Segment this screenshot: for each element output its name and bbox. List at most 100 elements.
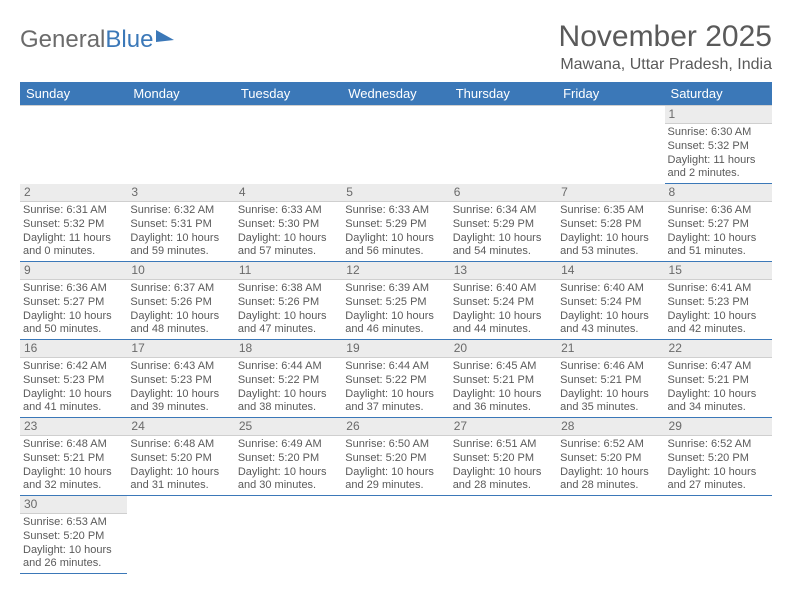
sunset-text: Sunset: 5:24 PM (453, 296, 554, 310)
calendar-cell: 30Sunrise: 6:53 AMSunset: 5:20 PMDayligh… (20, 496, 127, 574)
day-number: 27 (450, 418, 557, 436)
calendar-cell: 14Sunrise: 6:40 AMSunset: 5:24 PMDayligh… (557, 262, 664, 340)
calendar-row: 2Sunrise: 6:31 AMSunset: 5:32 PMDaylight… (20, 184, 772, 262)
calendar-cell: 2Sunrise: 6:31 AMSunset: 5:32 PMDaylight… (20, 184, 127, 262)
calendar-cell: 18 Sunrise: 6:44 AMSunset: 5:22 PMDayligh… (235, 340, 342, 418)
page-title: November 2025 (559, 20, 772, 54)
day-number: 18 (235, 340, 342, 358)
sunrise-text: Sunrise: 6:39 AM (345, 282, 446, 296)
logo: GeneralBlue (20, 26, 174, 54)
sunset-text: Sunset: 5:32 PM (23, 218, 124, 232)
calendar-row: 16Sunrise: 6:42 AMSunset: 5:23 PMDayligh… (20, 340, 772, 418)
calendar-cell: 15Sunrise: 6:41 AMSunset: 5:23 PMDayligh… (665, 262, 772, 340)
day-number: 1 (665, 106, 772, 124)
daylight-text-1: Daylight: 10 hours (453, 232, 554, 246)
daylight-text-2: and 28 minutes. (453, 479, 554, 493)
day-number: 26 (342, 418, 449, 436)
calendar-cell: 13Sunrise: 6:40 AMSunset: 5:24 PMDayligh… (450, 262, 557, 340)
daylight-text-1: Daylight: 10 hours (668, 310, 769, 324)
daylight-text-2: and 53 minutes. (560, 245, 661, 259)
daylight-text-2: and 51 minutes. (668, 245, 769, 259)
sunset-text: Sunset: 5:31 PM (130, 218, 231, 232)
sunrise-text: Sunrise: 6:36 AM (23, 282, 124, 296)
day-number: 20 (450, 340, 557, 358)
sunrise-text: Sunrise: 6:52 AM (560, 438, 661, 452)
col-monday: Monday (127, 82, 234, 106)
col-wednesday: Wednesday (342, 82, 449, 106)
daylight-text-1: Daylight: 10 hours (453, 310, 554, 324)
day-number: 24 (127, 418, 234, 436)
calendar-cell: 28Sunrise: 6:52 AMSunset: 5:20 PMDayligh… (557, 418, 664, 496)
day-info: Sunrise: 6:32 AMSunset: 5:31 PMDaylight:… (130, 204, 231, 259)
sunset-text: Sunset: 5:21 PM (23, 452, 124, 466)
daylight-text-2: and 57 minutes. (238, 245, 339, 259)
daylight-text-2: and 41 minutes. (23, 401, 124, 415)
calendar-cell: 19 Sunrise: 6:44 AMSunset: 5:22 PMDayligh… (342, 340, 449, 418)
day-info: Sunrise: 6:36 AMSunset: 5:27 PMDaylight:… (23, 282, 124, 337)
sunset-text: Sunset: 5:27 PM (668, 218, 769, 232)
daylight-text-1: Daylight: 10 hours (130, 466, 231, 480)
day-info: Sunrise: 6:45 AMSunset: 5:21 PMDaylight:… (453, 360, 554, 415)
sunset-text: Sunset: 5:27 PM (23, 296, 124, 310)
daylight-text-2: and 39 minutes. (130, 401, 231, 415)
calendar-cell: 1 Sunrise: 6:30 AMSunset: 5:32 PMDaylight… (665, 106, 772, 184)
calendar-cell: . (450, 106, 557, 184)
sunrise-text: Sunrise: 6:44 AM (345, 360, 446, 374)
day-number: 12 (342, 262, 449, 280)
calendar-cell: 11Sunrise: 6:38 AMSunset: 5:26 PMDayligh… (235, 262, 342, 340)
day-info: Sunrise: 6:43 AMSunset: 5:23 PMDaylight:… (130, 360, 231, 415)
sunset-text: Sunset: 5:28 PM (560, 218, 661, 232)
daylight-text-2: and 31 minutes. (130, 479, 231, 493)
sunrise-text: Sunrise: 6:33 AM (345, 204, 446, 218)
day-info: Sunrise: 6:36 AMSunset: 5:27 PMDaylight:… (668, 204, 769, 259)
day-info: Sunrise: 6:34 AMSunset: 5:29 PMDaylight:… (453, 204, 554, 259)
day-number: 6 (450, 184, 557, 202)
title-block: November 2025 Mawana, Uttar Pradesh, Ind… (559, 20, 772, 74)
day-number: 15 (665, 262, 772, 280)
day-info: Sunrise: 6:30 AMSunset: 5:32 PMDaylight:… (668, 126, 769, 181)
sunrise-text: Sunrise: 6:30 AM (668, 126, 769, 140)
sunrise-text: Sunrise: 6:50 AM (345, 438, 446, 452)
sunset-text: Sunset: 5:32 PM (668, 140, 769, 154)
daylight-text-2: and 47 minutes. (238, 323, 339, 337)
calendar-cell: . (450, 496, 557, 574)
day-info: Sunrise: 6:44 AMSunset: 5:22 PMDaylight:… (345, 360, 446, 415)
daylight-text-2: and 37 minutes. (345, 401, 446, 415)
day-number: 22 (665, 340, 772, 358)
calendar-cell: . (665, 496, 772, 574)
calendar-cell: 8 Sunrise: 6:36 AMSunset: 5:27 PMDaylight… (665, 184, 772, 262)
sunrise-text: Sunrise: 6:42 AM (23, 360, 124, 374)
daylight-text-1: Daylight: 10 hours (345, 232, 446, 246)
daylight-text-1: Daylight: 10 hours (560, 310, 661, 324)
day-info: Sunrise: 6:47 AMSunset: 5:21 PMDaylight:… (668, 360, 769, 415)
sunrise-text: Sunrise: 6:49 AM (238, 438, 339, 452)
day-info: Sunrise: 6:37 AMSunset: 5:26 PMDaylight:… (130, 282, 231, 337)
day-info: Sunrise: 6:49 AMSunset: 5:20 PMDaylight:… (238, 438, 339, 493)
day-number: 7 (557, 184, 664, 202)
calendar-cell: 4Sunrise: 6:33 AMSunset: 5:30 PMDaylight… (235, 184, 342, 262)
sunrise-text: Sunrise: 6:31 AM (23, 204, 124, 218)
daylight-text-1: Daylight: 10 hours (130, 310, 231, 324)
day-number: 8 (665, 184, 772, 202)
day-info: Sunrise: 6:46 AMSunset: 5:21 PMDaylight:… (560, 360, 661, 415)
daylight-text-1: Daylight: 10 hours (130, 232, 231, 246)
sunset-text: Sunset: 5:22 PM (345, 374, 446, 388)
sunrise-text: Sunrise: 6:33 AM (238, 204, 339, 218)
day-info: Sunrise: 6:48 AMSunset: 5:20 PMDaylight:… (130, 438, 231, 493)
day-number: 16 (20, 340, 127, 358)
calendar-body: ......1Sunrise: 6:30 AMSunset: 5:32 PMDa… (20, 106, 772, 574)
day-info: Sunrise: 6:31 AMSunset: 5:32 PMDaylight:… (23, 204, 124, 259)
day-number: 21 (557, 340, 664, 358)
day-info: Sunrise: 6:35 AMSunset: 5:28 PMDaylight:… (560, 204, 661, 259)
day-number: 19 (342, 340, 449, 358)
day-info: Sunrise: 6:52 AMSunset: 5:20 PMDaylight:… (668, 438, 769, 493)
day-info: Sunrise: 6:44 AMSunset: 5:22 PMDaylight:… (238, 360, 339, 415)
daylight-text-1: Daylight: 10 hours (668, 466, 769, 480)
day-info: Sunrise: 6:51 AMSunset: 5:20 PMDaylight:… (453, 438, 554, 493)
sunset-text: Sunset: 5:23 PM (130, 374, 231, 388)
daylight-text-2: and 26 minutes. (23, 557, 124, 571)
sunset-text: Sunset: 5:23 PM (23, 374, 124, 388)
sunrise-text: Sunrise: 6:48 AM (130, 438, 231, 452)
day-info: Sunrise: 6:39 AMSunset: 5:25 PMDaylight:… (345, 282, 446, 337)
sunset-text: Sunset: 5:29 PM (453, 218, 554, 232)
